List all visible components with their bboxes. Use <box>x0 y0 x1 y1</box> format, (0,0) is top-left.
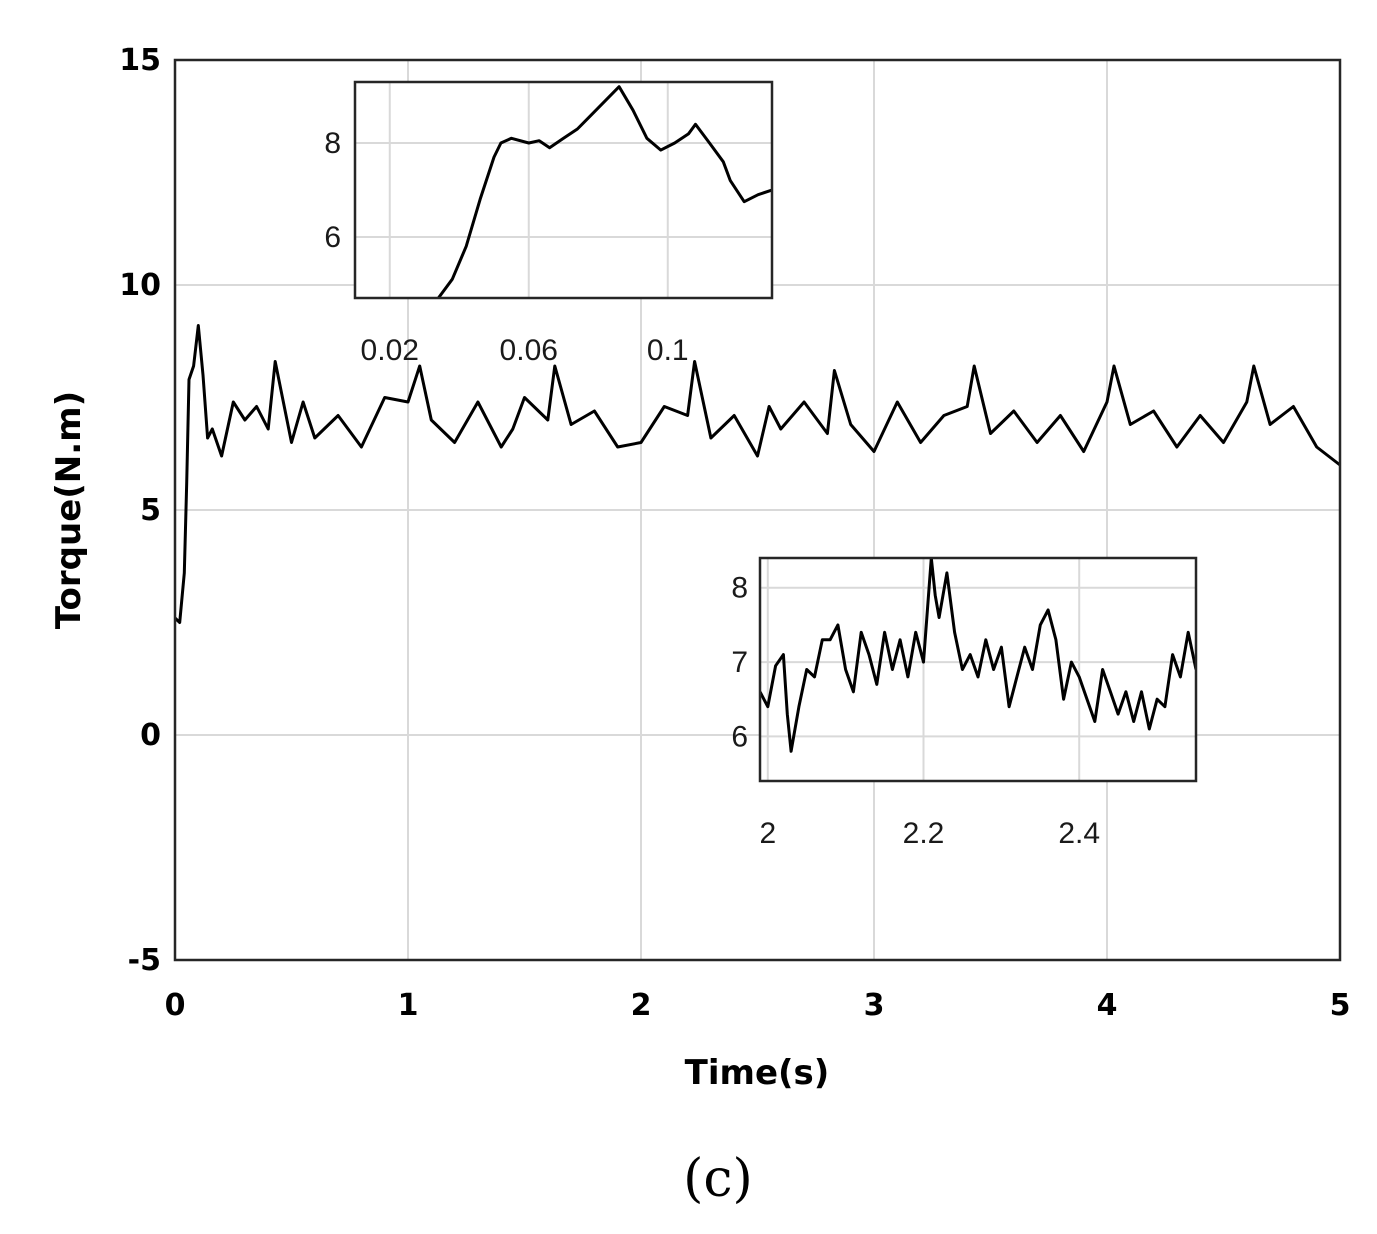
series-line <box>173 324 1341 624</box>
x-axis-label: Time(s) <box>685 1053 830 1093</box>
y-tick-label: 6 <box>324 221 341 254</box>
y-tick-label: 0 <box>140 718 161 753</box>
panel-label: (c) <box>683 1149 753 1209</box>
inset-bottom-plot: 2 2.2 2.4 6 7 8 <box>731 556 1198 850</box>
inset-bottom-series <box>760 558 1196 753</box>
x-tick-label: 2.2 <box>903 817 945 850</box>
x-tick-label: 0.02 <box>361 334 419 367</box>
x-tick-label: 1 <box>398 988 419 1023</box>
inset-top-background <box>355 82 772 298</box>
x-tick-label: 2.4 <box>1058 817 1100 850</box>
y-tick-label: 5 <box>140 493 161 528</box>
x-tick-label: 2 <box>631 988 652 1023</box>
y-tick-label: 8 <box>731 572 748 605</box>
x-tick-label: 5 <box>1330 988 1351 1023</box>
inset-bottom-grid <box>760 558 1196 781</box>
x-tick-label: 0 <box>165 988 186 1023</box>
main-series <box>173 324 1341 624</box>
y-tick-label: 7 <box>731 646 748 679</box>
y-tick-label: -5 <box>128 943 161 978</box>
main-plot-frame <box>173 58 1342 962</box>
inset-bottom-ticks: 2 2.2 2.4 6 7 8 <box>731 572 1100 850</box>
inset-top-frame <box>353 80 774 300</box>
inset-top-plot: 0.02 0.06 0.1 6 8 <box>324 80 774 367</box>
x-tick-label: 4 <box>1097 988 1118 1023</box>
x-tick-label: 0.06 <box>500 334 558 367</box>
inset-bottom-background <box>760 558 1196 781</box>
y-axis-label: Torque(N.m) <box>49 391 89 629</box>
inset-top-series <box>437 85 772 298</box>
y-tick-label: 10 <box>119 268 161 303</box>
inset-top-ticks: 0.02 0.06 0.1 6 8 <box>324 127 688 367</box>
series-line <box>760 558 1196 753</box>
y-tick-label: 8 <box>324 127 341 160</box>
x-tick-label: 0.1 <box>647 334 689 367</box>
x-tick-label: 2 <box>759 817 776 850</box>
y-tick-label: 15 <box>119 43 161 78</box>
inset-bottom-frame <box>758 556 1198 783</box>
x-tick-label: 3 <box>864 988 885 1023</box>
inset-top-grid <box>355 82 772 298</box>
y-tick-label: 6 <box>731 720 748 753</box>
series-line <box>437 85 772 298</box>
